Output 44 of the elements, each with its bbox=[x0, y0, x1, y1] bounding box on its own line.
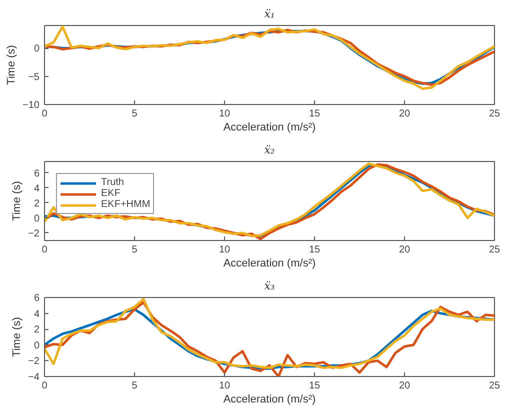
legend-label: Truth bbox=[101, 177, 124, 188]
chart-title: ẍ₃ bbox=[264, 280, 275, 292]
x-tick-label: 5 bbox=[132, 108, 138, 120]
x-tick-label: 20 bbox=[398, 244, 410, 256]
x-axis-title: Acceleration (m/s²) bbox=[223, 258, 316, 270]
y-tick-label: 0 bbox=[34, 213, 40, 224]
chart-title: ẍ₁ bbox=[264, 8, 275, 20]
x-tick-label: 0 bbox=[42, 244, 48, 256]
x-tick-label: 15 bbox=[308, 244, 320, 256]
y-tick-label: 6 bbox=[34, 293, 40, 304]
y-tick-label: 0 bbox=[34, 340, 40, 352]
y-tick-label: 4 bbox=[34, 308, 40, 320]
x-tick-label: 20 bbox=[398, 108, 410, 120]
y-tick-label: 2 bbox=[34, 324, 40, 336]
x-tick-label: 5 bbox=[132, 380, 138, 392]
y-tick-label: −2 bbox=[28, 228, 40, 240]
x-tick-label: 20 bbox=[398, 380, 410, 392]
x-axis-title: Acceleration (m/s²) bbox=[223, 394, 316, 406]
x-tick-label: 15 bbox=[308, 108, 320, 120]
legend-label: EKF bbox=[101, 188, 121, 199]
x-axis-title: Acceleration (m/s²) bbox=[223, 122, 316, 134]
x-tick-label: 5 bbox=[132, 244, 138, 256]
y-tick-label: 2 bbox=[34, 198, 40, 210]
x-tick-label: 10 bbox=[218, 380, 230, 392]
legend-label: EKF+HMM bbox=[101, 199, 150, 210]
y-tick-label: 4 bbox=[34, 183, 40, 194]
y-axis-title: Time (s) bbox=[11, 317, 24, 357]
x-tick-label: 10 bbox=[218, 244, 230, 256]
chart-title: ẍ₂ bbox=[264, 144, 275, 156]
y-axis-title: Time (s) bbox=[11, 181, 24, 221]
x-tick-label: 25 bbox=[488, 380, 500, 392]
y-axis-title: Time (s) bbox=[6, 45, 18, 85]
x-tick-label: 0 bbox=[42, 380, 48, 392]
y-tick-label: −5 bbox=[28, 72, 40, 83]
x-tick-label: 25 bbox=[488, 244, 500, 256]
y-tick-label: −2 bbox=[28, 356, 40, 368]
x-tick-label: 0 bbox=[42, 108, 48, 120]
x-tick-label: 10 bbox=[218, 108, 230, 120]
y-tick-label: 0 bbox=[34, 44, 40, 55]
x-tick-label: 15 bbox=[308, 380, 320, 392]
x-tick-label: 25 bbox=[488, 108, 500, 120]
y-tick-label: −4 bbox=[28, 372, 40, 383]
y-tick-label: 6 bbox=[34, 168, 40, 180]
y-tick-label: −10 bbox=[22, 100, 40, 111]
